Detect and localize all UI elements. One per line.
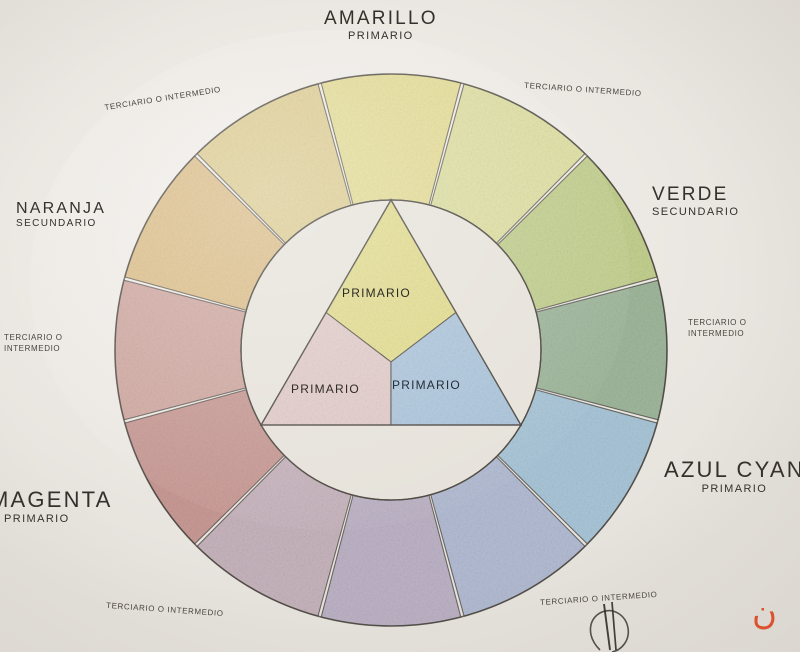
label-naranja-name: NARANJA [16, 200, 107, 217]
triangle-label-right: PRIMARIO [392, 378, 461, 392]
label-verde-role: SECUNDARIO [652, 206, 740, 218]
label-naranja-role: SECUNDARIO [16, 218, 97, 229]
tertiary-label-left-line2: INTERMEDIO [4, 343, 61, 353]
label-amarillo-name: AMARILLO [324, 8, 438, 29]
label-azul-cyan-role: PRIMARIO [701, 483, 768, 495]
label-amarillo-role: PRIMARIO [348, 30, 414, 42]
tertiary-label-right-line1: TERCIARIO O [688, 318, 747, 327]
label-naranja: NARANJA SECUNDARIO [16, 200, 106, 229]
label-verde: VERDE SECUNDARIO [652, 184, 739, 218]
tertiary-label-left-line1: TERCIARIO O [4, 333, 63, 342]
label-amarillo: AMARILLO PRIMARIO [324, 8, 438, 42]
label-magenta-role: PRIMARIO [4, 513, 70, 525]
tertiary-label-left: TERCIARIO O INTERMEDIO [4, 333, 68, 355]
label-magenta: MAGENTA PRIMARIO [0, 487, 113, 525]
label-azul-cyan: AZUL CYAN PRIMARIO [664, 457, 800, 495]
tertiary-label-right: TERCIARIO O INTERMEDIO [688, 318, 752, 340]
label-azul-cyan-name: AZUL CYAN [664, 457, 800, 482]
signature-mark [589, 601, 630, 652]
handwritten-glyph: ن [752, 593, 777, 633]
triangle-label-top: PRIMARIO [342, 286, 411, 300]
label-magenta-name: MAGENTA [0, 487, 113, 512]
label-verde-name: VERDE [652, 184, 729, 205]
tertiary-label-right-line2: INTERMEDIO [688, 328, 745, 338]
triangle-label-left: PRIMARIO [291, 382, 360, 396]
